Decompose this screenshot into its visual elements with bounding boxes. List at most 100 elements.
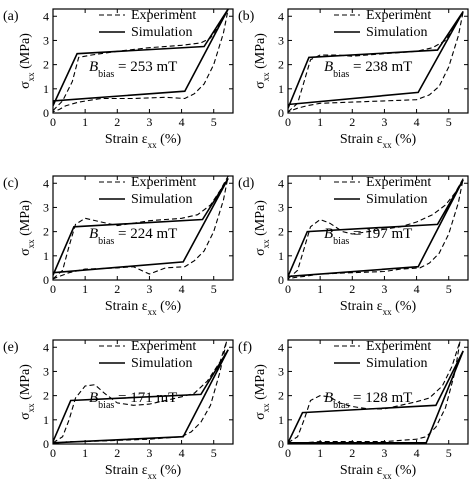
y-axis-label: σxx (MPa) bbox=[253, 200, 271, 256]
x-tick-label: 2 bbox=[114, 446, 120, 460]
x-tick-label: 1 bbox=[82, 282, 88, 296]
experiment-line bbox=[288, 11, 464, 113]
x-tick-label: 4 bbox=[179, 282, 185, 296]
y-tick-label: 3 bbox=[278, 33, 284, 47]
chart-panel-c: 0 1 2 3 4 5 0 1 2 3 4 (c) Experiment Simulation Bbias … bbox=[3, 175, 234, 317]
x-tick-label: 4 bbox=[414, 446, 420, 460]
legend-entry: Simulation bbox=[131, 25, 192, 40]
legend-entry: Experiment bbox=[366, 339, 431, 354]
y-tick-label: 0 bbox=[278, 437, 284, 451]
y-tick-label: 4 bbox=[43, 176, 49, 190]
x-axis-label: Strain εxx (%) bbox=[340, 299, 417, 317]
y-tick-label: 2 bbox=[278, 225, 284, 239]
y-tick-label: 0 bbox=[43, 437, 49, 451]
x-tick-label: 1 bbox=[82, 446, 88, 460]
experiment-line bbox=[53, 9, 229, 113]
y-axis-label: σxx (MPa) bbox=[18, 200, 36, 256]
bias-annotation: Bbias = 171 mT bbox=[89, 390, 177, 411]
y-tick-label: 1 bbox=[278, 413, 284, 427]
legend-entry: Simulation bbox=[366, 25, 427, 40]
x-tick-label: 0 bbox=[50, 446, 56, 460]
y-tick-label: 2 bbox=[43, 225, 49, 239]
bias-annotation: Bbias = 253 mT bbox=[89, 59, 177, 80]
y-tick-label: 3 bbox=[43, 200, 49, 214]
panel-label: (e) bbox=[3, 340, 19, 355]
chart-panel-d: 0 1 2 3 4 5 0 1 2 3 4 (d) Experiment Simulation Bbias … bbox=[238, 175, 469, 317]
legend-entry: Simulation bbox=[131, 192, 192, 207]
simulation-line bbox=[288, 10, 464, 109]
x-tick-label: 2 bbox=[349, 282, 355, 296]
y-tick-label: 1 bbox=[43, 82, 49, 96]
legend-entry: Experiment bbox=[131, 8, 196, 23]
x-tick-label: 3 bbox=[381, 115, 387, 129]
y-tick-label: 1 bbox=[43, 249, 49, 263]
y-tick-label: 4 bbox=[278, 176, 284, 190]
x-axis-label: Strain εxx (%) bbox=[105, 132, 182, 150]
x-tick-label: 5 bbox=[211, 282, 217, 296]
y-tick-label: 4 bbox=[278, 9, 284, 23]
y-tick-label: 3 bbox=[43, 364, 49, 378]
x-tick-label: 4 bbox=[179, 446, 185, 460]
x-axis-label: Strain εxx (%) bbox=[105, 299, 182, 317]
panel-label: (b) bbox=[238, 9, 255, 24]
chart-panel-e: 0 1 2 3 4 5 0 1 2 3 4 (e) Experiment Simulation Bbias … bbox=[3, 339, 234, 481]
y-axis-label: σxx (MPa) bbox=[18, 33, 36, 89]
simulation-line bbox=[288, 350, 464, 444]
x-tick-label: 3 bbox=[146, 115, 152, 129]
x-tick-label: 4 bbox=[414, 115, 420, 129]
x-tick-label: 2 bbox=[114, 282, 120, 296]
x-tick-label: 2 bbox=[114, 115, 120, 129]
plot-frame bbox=[52, 175, 234, 281]
x-tick-label: 1 bbox=[317, 115, 323, 129]
y-tick-label: 4 bbox=[43, 340, 49, 354]
simulation-line bbox=[53, 177, 229, 276]
plot-frame bbox=[52, 8, 234, 114]
chart-panel-a: 0 1 2 3 4 5 0 1 2 3 4 (a) Experiment Simulation Bbias … bbox=[3, 8, 234, 150]
plot-frame bbox=[287, 339, 469, 445]
x-tick-label: 5 bbox=[211, 115, 217, 129]
x-tick-label: 0 bbox=[50, 282, 56, 296]
legend-entry: Experiment bbox=[131, 339, 196, 354]
y-tick-label: 3 bbox=[43, 33, 49, 47]
y-tick-label: 0 bbox=[278, 273, 284, 287]
bias-annotation: Bbias = 128 mT bbox=[324, 390, 412, 411]
x-tick-label: 3 bbox=[381, 446, 387, 460]
x-tick-label: 5 bbox=[446, 282, 452, 296]
legend-entry: Simulation bbox=[366, 192, 427, 207]
y-tick-label: 1 bbox=[278, 82, 284, 96]
x-tick-label: 5 bbox=[446, 446, 452, 460]
chart-panel-b: 0 1 2 3 4 5 0 1 2 3 4 (b) Experiment Simulation Bbias … bbox=[238, 8, 469, 150]
panel-label: (a) bbox=[3, 9, 19, 24]
y-tick-label: 2 bbox=[43, 389, 49, 403]
y-axis-label: σxx (MPa) bbox=[18, 364, 36, 420]
y-tick-label: 2 bbox=[43, 58, 49, 72]
y-tick-label: 2 bbox=[278, 389, 284, 403]
y-tick-label: 3 bbox=[278, 364, 284, 378]
bias-annotation: Bbias = 224 mT bbox=[89, 226, 177, 247]
y-tick-label: 4 bbox=[278, 340, 284, 354]
x-tick-label: 3 bbox=[146, 282, 152, 296]
y-tick-label: 3 bbox=[278, 200, 284, 214]
panel-label: (f) bbox=[238, 340, 252, 355]
y-axis-label: σxx (MPa) bbox=[253, 364, 271, 420]
x-tick-label: 3 bbox=[381, 282, 387, 296]
plot-frame bbox=[287, 8, 469, 114]
y-tick-label: 1 bbox=[43, 413, 49, 427]
y-tick-label: 0 bbox=[43, 273, 49, 287]
x-axis-label: Strain εxx (%) bbox=[340, 132, 417, 150]
simulation-line bbox=[53, 9, 229, 107]
y-axis-label: σxx (MPa) bbox=[253, 33, 271, 89]
panel-label: (c) bbox=[3, 176, 19, 191]
x-tick-label: 1 bbox=[317, 446, 323, 460]
x-axis-label: Strain εxx (%) bbox=[105, 463, 182, 481]
legend-entry: Simulation bbox=[366, 356, 427, 371]
experiment-line bbox=[288, 178, 464, 280]
bias-annotation: Bbias = 238 mT bbox=[324, 59, 412, 80]
x-tick-label: 0 bbox=[50, 115, 56, 129]
y-tick-label: 1 bbox=[278, 249, 284, 263]
x-tick-label: 0 bbox=[285, 115, 291, 129]
plot-frame bbox=[52, 339, 234, 445]
plot-frame bbox=[287, 175, 469, 281]
y-tick-label: 4 bbox=[43, 9, 49, 23]
